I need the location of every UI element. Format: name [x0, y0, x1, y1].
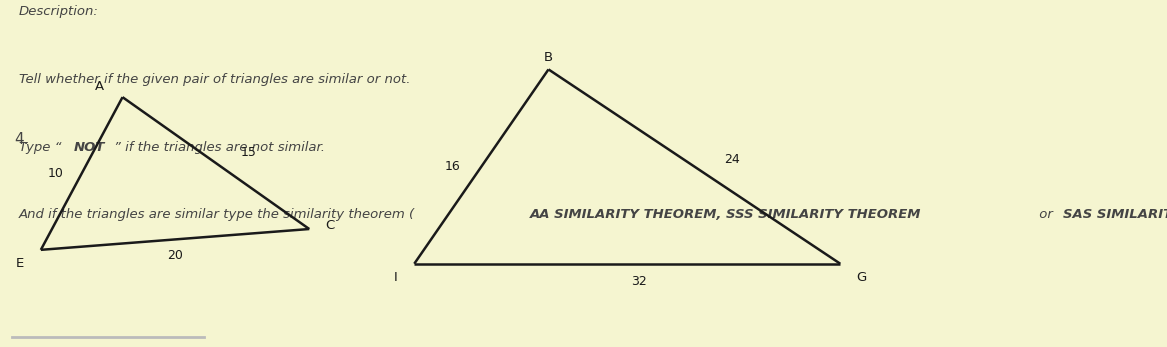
Text: AA SIMILARITY THEOREM, SSS SIMILARITY THEOREM: AA SIMILARITY THEOREM, SSS SIMILARITY TH… [530, 208, 921, 221]
Text: B: B [544, 51, 553, 64]
Text: A: A [95, 80, 104, 93]
Text: SAS SIMILARITY THEOREM: SAS SIMILARITY THEOREM [1063, 208, 1167, 221]
Text: G: G [857, 271, 866, 284]
Text: 10: 10 [48, 167, 64, 180]
Text: NOT: NOT [74, 141, 105, 153]
Text: 20: 20 [167, 248, 183, 262]
Text: 24: 24 [724, 153, 740, 166]
FancyBboxPatch shape [0, 0, 1167, 111]
Text: And if the triangles are similar type the similarity theorem (: And if the triangles are similar type th… [19, 208, 414, 221]
Text: ” if the triangles are not similar.: ” if the triangles are not similar. [114, 141, 324, 153]
Text: or: or [1035, 208, 1057, 221]
Text: 4.: 4. [14, 132, 28, 147]
Text: Tell whether if the given pair of triangles are similar or not.: Tell whether if the given pair of triang… [19, 73, 410, 86]
Text: 16: 16 [445, 160, 460, 173]
Text: E: E [15, 257, 25, 270]
Text: Description:: Description: [19, 5, 98, 18]
Text: 32: 32 [631, 274, 647, 288]
Text: C: C [326, 219, 335, 232]
Text: 15: 15 [240, 146, 257, 159]
Text: Type “: Type “ [19, 141, 61, 153]
Text: I: I [393, 271, 398, 284]
